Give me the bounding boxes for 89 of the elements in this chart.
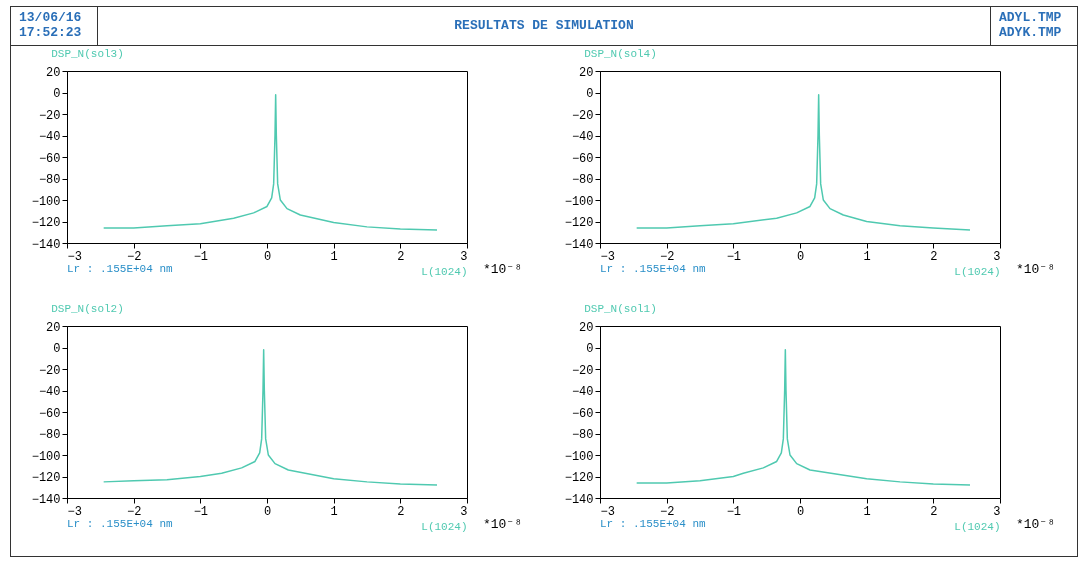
chart-title: DSP_N(sol3) xyxy=(51,48,124,60)
x-tick-label: 2 xyxy=(397,249,405,264)
y-tick-label: −100 xyxy=(564,194,594,209)
y-tick-label: −20 xyxy=(571,108,594,123)
x-tick-label: −1 xyxy=(726,249,742,264)
text: Lr : .155E+04 nm xyxy=(67,518,174,530)
x-tick-label: −3 xyxy=(600,504,615,519)
text: *10⁻⁸ xyxy=(482,517,522,532)
x-tick-label: 2 xyxy=(397,504,405,519)
x-axis-title: L(1024) xyxy=(954,520,1001,533)
text: Lr : .155E+04 nm xyxy=(600,518,707,530)
x-tick-label: −1 xyxy=(193,504,209,519)
y-tick-label: −40 xyxy=(571,385,594,399)
y-tick-label: −40 xyxy=(571,130,594,144)
y-tick-label: −40 xyxy=(38,385,61,399)
y-tick-label: −20 xyxy=(38,363,61,378)
y-tick-label: 0 xyxy=(53,342,61,356)
y-tick-label: 0 xyxy=(586,342,594,356)
line-series xyxy=(102,93,438,231)
x-tick-label: 2 xyxy=(930,504,938,519)
x-tick-label: 0 xyxy=(263,249,272,264)
chart-title: DSP_N(sol4) xyxy=(584,48,657,60)
x-tick-label: −2 xyxy=(126,504,142,519)
y-tick-label: −60 xyxy=(571,151,594,166)
line-series xyxy=(102,348,438,486)
y-tick-label: 20 xyxy=(46,320,61,335)
chart-title: DSP_N(sol1) xyxy=(584,303,657,315)
y-tick-label: 0 xyxy=(53,87,61,101)
x-tick-label: 1 xyxy=(330,249,338,264)
y-tick-label: −60 xyxy=(38,406,61,421)
x-tick-label: 3 xyxy=(993,249,1001,264)
x-axis-title: L(1024) xyxy=(421,265,468,278)
text: *10⁻⁸ xyxy=(1015,262,1055,277)
y-tick-label: −100 xyxy=(564,449,594,464)
x-tick-label: 2 xyxy=(930,249,938,264)
x-tick-label: 3 xyxy=(460,504,468,519)
x-tick-label: 1 xyxy=(863,504,871,519)
text: *10⁻⁸ xyxy=(1015,517,1055,532)
x-tick-label: 3 xyxy=(993,504,1001,519)
x-tick-label: 1 xyxy=(863,249,871,264)
x-axis-title: L(1024) xyxy=(421,520,468,533)
x-tick-label: −2 xyxy=(659,504,675,519)
y-tick-label: −80 xyxy=(38,173,61,187)
text: *10⁻⁸ xyxy=(482,262,522,277)
y-tick-label: −100 xyxy=(31,194,61,209)
y-tick-label: −80 xyxy=(38,428,61,442)
y-tick-label: −60 xyxy=(38,151,61,166)
x-tick-label: −2 xyxy=(126,249,142,264)
x-tick-label: −2 xyxy=(659,249,675,264)
text: Lr : .155E+04 nm xyxy=(67,263,174,275)
y-tick-label: 20 xyxy=(46,65,61,80)
y-tick-label: −120 xyxy=(564,216,594,230)
line-series xyxy=(635,348,971,486)
y-tick-label: −40 xyxy=(38,130,61,144)
y-tick-label: −120 xyxy=(564,471,594,485)
y-tick-label: −140 xyxy=(31,492,61,507)
y-tick-label: −20 xyxy=(38,108,61,123)
text: ADYL.TMP xyxy=(999,10,1062,25)
chart-title: DSP_N(sol2) xyxy=(51,303,124,315)
text: RESULTATS DE SIMULATION xyxy=(453,17,635,35)
y-tick-label: −80 xyxy=(571,428,594,442)
y-tick-label: −120 xyxy=(31,216,61,230)
y-tick-label: 20 xyxy=(579,65,594,80)
y-tick-label: 0 xyxy=(586,87,594,101)
x-tick-label: 1 xyxy=(330,504,338,519)
x-axis-title: L(1024) xyxy=(954,265,1001,278)
y-tick-label: −120 xyxy=(31,471,61,485)
x-tick-label: −1 xyxy=(193,249,209,264)
text: 13/06/16 xyxy=(19,10,82,25)
text: ADYK.TMP xyxy=(999,25,1062,40)
y-tick-label: −80 xyxy=(571,173,594,187)
x-tick-label: 0 xyxy=(263,504,272,519)
text: 17:52:23 xyxy=(19,25,82,40)
x-tick-label: −3 xyxy=(67,504,82,519)
y-tick-label: −140 xyxy=(564,492,594,507)
y-tick-label: −140 xyxy=(31,237,61,252)
y-tick-label: 20 xyxy=(579,320,594,335)
y-tick-label: −60 xyxy=(571,406,594,421)
x-tick-label: 0 xyxy=(796,504,805,519)
text: Lr : .155E+04 nm xyxy=(600,263,707,275)
line-series xyxy=(635,93,971,231)
x-tick-label: −3 xyxy=(600,249,615,264)
y-tick-label: −100 xyxy=(31,449,61,464)
x-tick-label: −1 xyxy=(726,504,742,519)
y-tick-label: −140 xyxy=(564,237,594,252)
x-tick-label: 0 xyxy=(796,249,805,264)
x-tick-label: 3 xyxy=(460,249,468,264)
x-tick-label: −3 xyxy=(67,249,82,264)
y-tick-label: −20 xyxy=(571,363,594,378)
